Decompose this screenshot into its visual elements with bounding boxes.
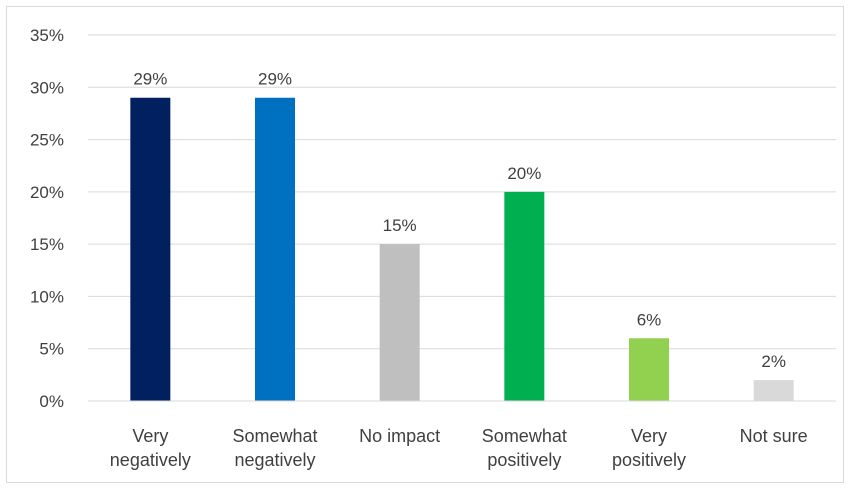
- data-label: 29%: [133, 70, 167, 89]
- x-category-label: negatively: [110, 450, 191, 470]
- x-category-label: negatively: [234, 450, 315, 470]
- y-tick-label: 35%: [30, 26, 64, 45]
- bar: [379, 244, 420, 401]
- y-tick-label: 10%: [30, 287, 64, 306]
- y-tick-label: 30%: [30, 78, 64, 97]
- y-tick-label: 15%: [30, 235, 64, 254]
- bar: [130, 97, 171, 401]
- data-label: 29%: [258, 70, 292, 89]
- x-category-label: Very: [631, 426, 667, 446]
- x-category-label: Very: [132, 426, 168, 446]
- bars: [130, 97, 794, 401]
- data-label: 20%: [507, 164, 541, 183]
- x-category-label: No impact: [359, 426, 440, 446]
- x-category-label: Somewhat: [482, 426, 567, 446]
- x-category-label: Somewhat: [232, 426, 317, 446]
- x-category-label: Not sure: [740, 426, 808, 446]
- bar: [504, 191, 545, 401]
- x-axis-categories: Very negatively Somewhat negatively No impac…: [110, 426, 808, 470]
- data-label: 2%: [761, 352, 786, 371]
- x-category-label: positively: [487, 450, 561, 470]
- data-label: 6%: [637, 310, 662, 329]
- data-label: 15%: [383, 216, 417, 235]
- bar: [753, 380, 794, 401]
- y-tick-label: 5%: [39, 340, 64, 359]
- data-labels: 29% 29% 15% 20% 6% 2%: [133, 70, 786, 371]
- y-tick-label: 20%: [30, 183, 64, 202]
- bar: [629, 338, 669, 401]
- y-tick-label: 0%: [39, 392, 64, 411]
- bar: [255, 97, 295, 401]
- y-tick-label: 25%: [30, 131, 64, 150]
- x-category-label: positively: [612, 450, 686, 470]
- y-axis-ticks: 0% 5% 10% 15% 20% 25% 30% 35%: [30, 26, 64, 411]
- gridlines: [88, 34, 836, 350]
